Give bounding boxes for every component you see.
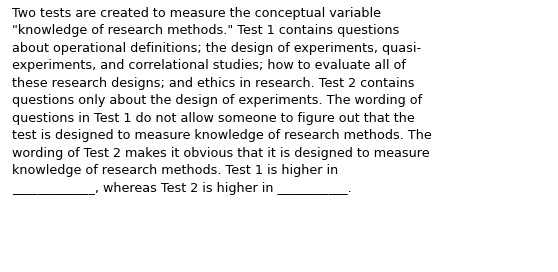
Text: Two tests are created to measure the conceptual variable
"knowledge of research : Two tests are created to measure the con…	[12, 7, 432, 195]
